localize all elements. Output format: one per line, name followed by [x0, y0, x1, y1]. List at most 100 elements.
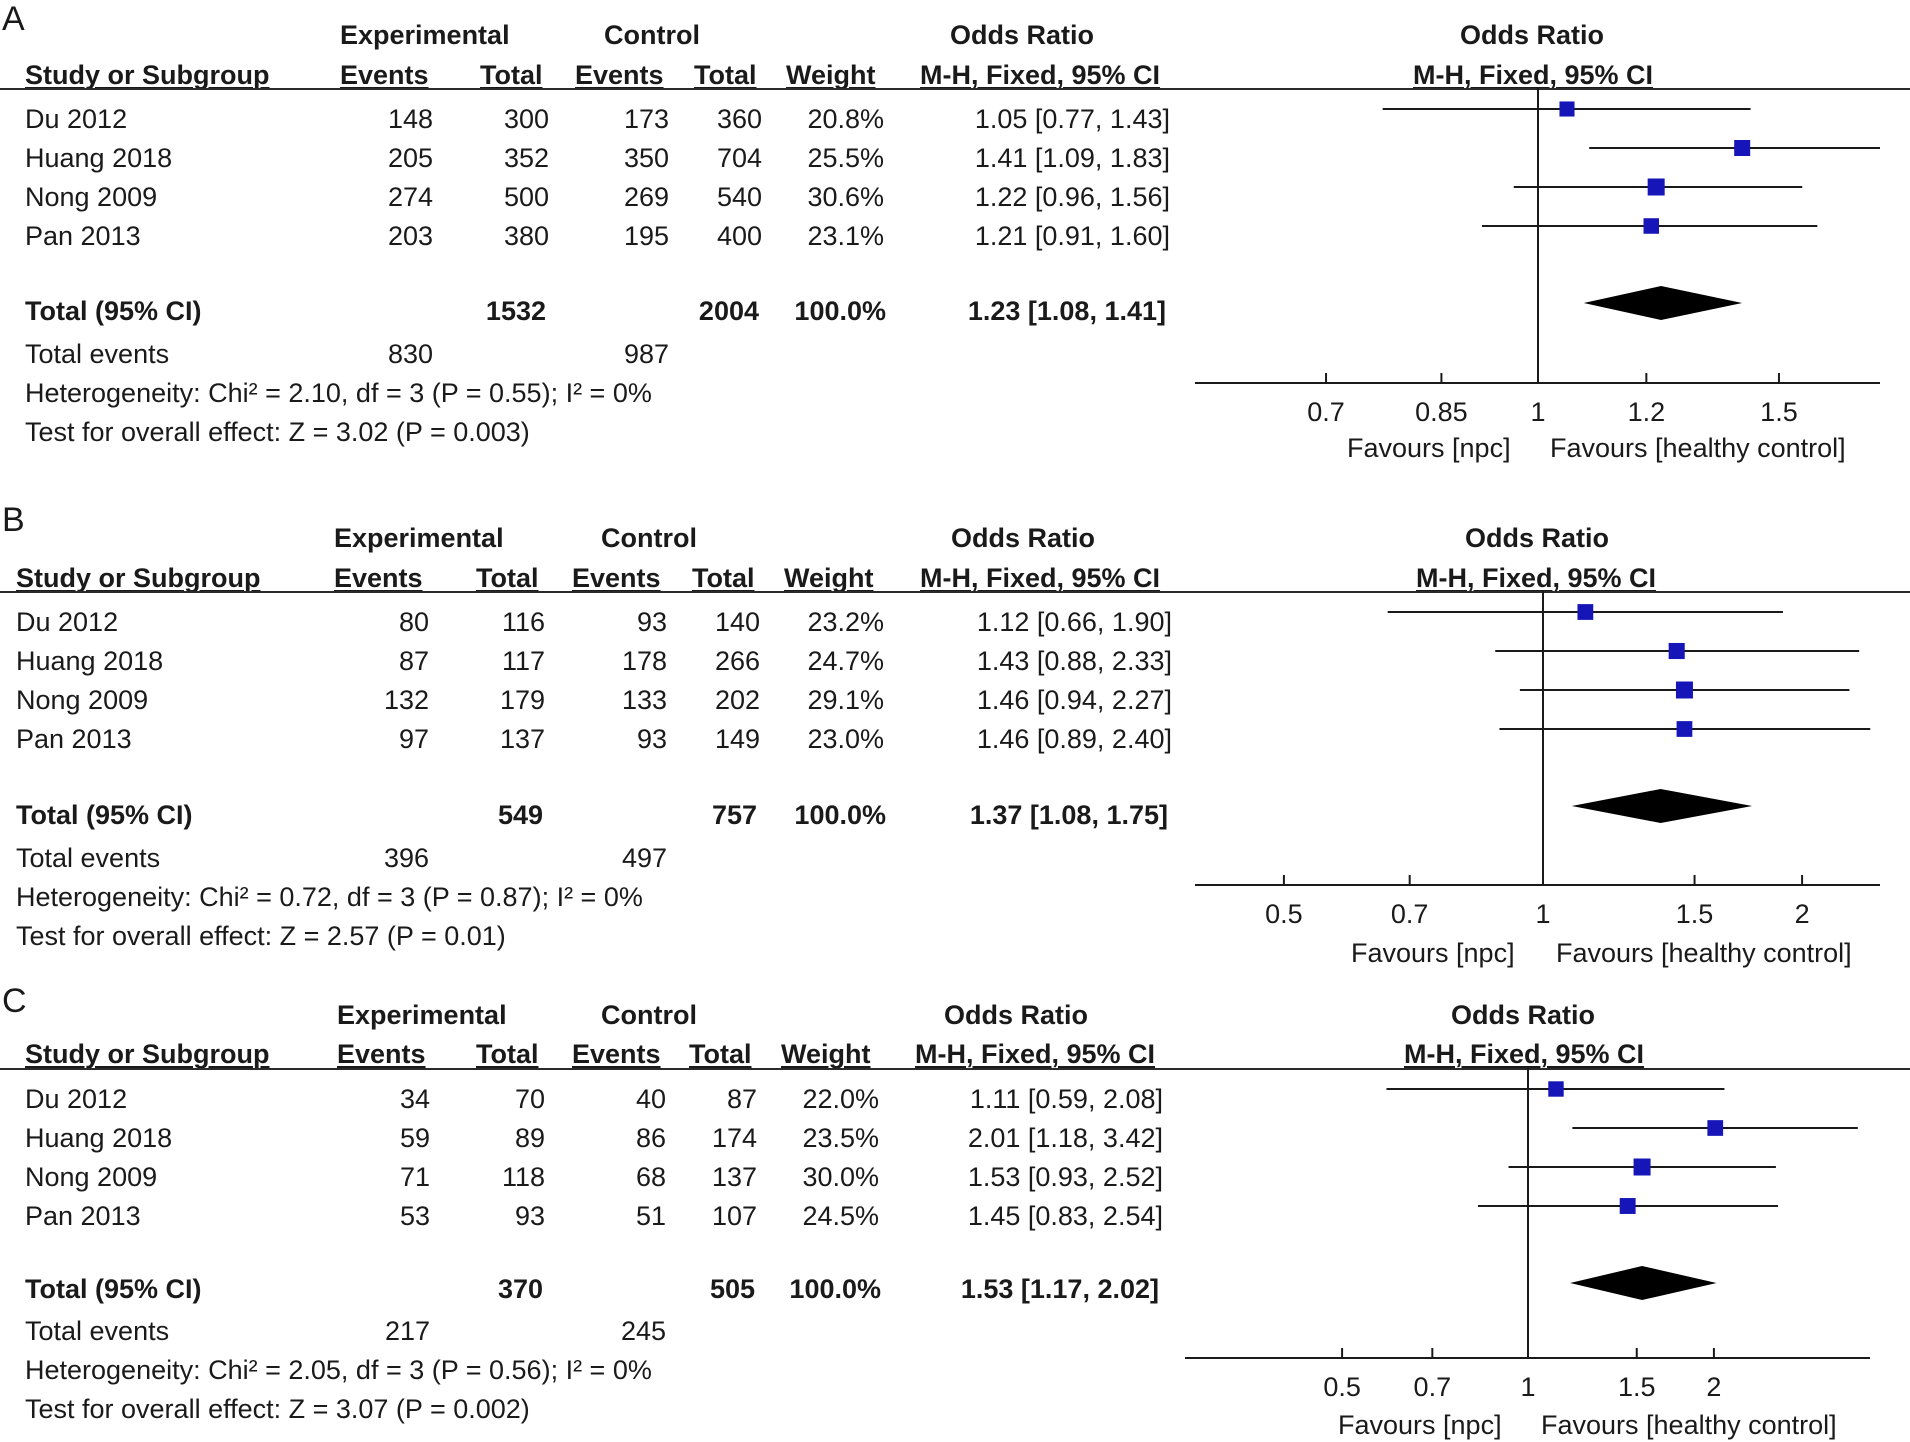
study-name: Huang 2018 — [25, 1123, 173, 1153]
ctl-total: 360 — [716, 104, 762, 134]
heterogeneity: Heterogeneity: Chi² = 0.72, df = 3 (P = … — [16, 882, 643, 912]
point-estimate-marker — [1676, 721, 1693, 737]
header-odds-ratio-plot: Odds Ratio — [1460, 20, 1605, 50]
exp-total: 118 — [501, 1162, 545, 1192]
exp-total: 117 — [501, 646, 545, 676]
x-tick-label: 0.7 — [1307, 397, 1345, 427]
header-odds-ratio-plot: Odds Ratio — [1451, 1000, 1596, 1030]
exp-events: 80 — [398, 607, 429, 637]
weight: 30.0% — [802, 1162, 879, 1192]
study-name: Huang 2018 — [16, 646, 164, 676]
total-events-label: Total events — [16, 843, 161, 873]
exp-events: 205 — [387, 143, 433, 173]
exp-total: 500 — [503, 182, 549, 212]
pooled-diamond — [1571, 789, 1753, 823]
heterogeneity: Heterogeneity: Chi² = 2.10, df = 3 (P = … — [25, 378, 652, 408]
header-rule — [0, 88, 1910, 90]
exp-total: 549 — [497, 800, 543, 830]
ci-text: 1.43 [0.88, 2.33] — [976, 646, 1172, 676]
header-exp-total: Total — [476, 563, 539, 593]
header-ctl-events: Events — [572, 1039, 661, 1069]
exp-total: 370 — [497, 1274, 543, 1304]
total-events-ctl: 497 — [621, 843, 667, 873]
exp-events: 34 — [399, 1084, 430, 1114]
ctl-events: 40 — [635, 1084, 666, 1114]
study-name: Du 2012 — [25, 104, 128, 134]
ci-text: 1.23 [1.08, 1.41] — [967, 296, 1166, 326]
total-events-label: Total events — [25, 1316, 170, 1346]
weight: 24.5% — [802, 1201, 879, 1231]
exp-total: 93 — [514, 1201, 545, 1231]
header-rule — [0, 1068, 1910, 1070]
x-tick-label: 2 — [1795, 899, 1810, 929]
header-control: Control — [604, 20, 700, 50]
exp-events: 53 — [399, 1201, 430, 1231]
x-tick-label: 1.2 — [1628, 397, 1666, 427]
header-study: Study or Subgroup — [25, 1039, 270, 1069]
header-weight: Weight — [784, 563, 874, 593]
total-label: Total (95% CI) — [16, 800, 193, 830]
weight: 23.0% — [807, 724, 884, 754]
x-tick-label: 1.5 — [1618, 1372, 1656, 1402]
header-study: Study or Subgroup — [25, 60, 270, 90]
ctl-total: 174 — [711, 1123, 757, 1153]
ctl-total: 266 — [714, 646, 760, 676]
point-estimate-marker — [1647, 178, 1665, 196]
overall-effect: Test for overall effect: Z = 3.02 (P = 0… — [25, 417, 530, 447]
favours-left: Favours [npc] — [1351, 938, 1515, 968]
exp-total: 300 — [503, 104, 549, 134]
weight: 29.1% — [807, 685, 884, 715]
point-estimate-marker — [1668, 642, 1685, 660]
exp-total: 116 — [501, 607, 545, 637]
x-tick-label: 1.5 — [1760, 397, 1798, 427]
exp-total: 70 — [514, 1084, 545, 1114]
ci-text: 1.12 [0.66, 1.90] — [976, 607, 1172, 637]
ci-text: 2.01 [1.18, 3.42] — [967, 1123, 1163, 1153]
exp-events: 203 — [387, 221, 433, 251]
exp-total: 137 — [499, 724, 545, 754]
x-tick-label: 0.5 — [1323, 1372, 1361, 1402]
header-odds-ratio: Odds Ratio — [951, 523, 1096, 553]
header-exp-events: Events — [334, 563, 423, 593]
ctl-total: 140 — [714, 607, 760, 637]
x-tick-label: 1.5 — [1676, 899, 1714, 929]
ctl-total: 107 — [711, 1201, 757, 1231]
ci-text: 1.05 [0.77, 1.43] — [974, 104, 1170, 134]
point-estimate-marker — [1707, 1120, 1724, 1136]
ctl-total: 149 — [714, 724, 760, 754]
study-name: Nong 2009 — [25, 1162, 158, 1192]
ci-text: 1.46 [0.89, 2.40] — [976, 724, 1172, 754]
exp-events: 71 — [399, 1162, 430, 1192]
total-events-ctl: 245 — [620, 1316, 666, 1346]
study-name: Nong 2009 — [16, 685, 149, 715]
ctl-events: 133 — [621, 685, 667, 715]
ctl-events: 269 — [623, 182, 669, 212]
favours-right: Favours [healthy control] — [1550, 433, 1846, 463]
weight: 20.8% — [807, 104, 884, 134]
panel-label: A — [2, 0, 25, 38]
header-ctl-total: Total — [689, 1039, 752, 1069]
favours-left: Favours [npc] — [1338, 1410, 1502, 1440]
point-estimate-marker — [1548, 1081, 1564, 1097]
total-events-exp: 830 — [387, 339, 433, 369]
point-estimate-marker — [1577, 604, 1594, 620]
favours-right: Favours [healthy control] — [1541, 1410, 1837, 1440]
header-experimental: Experimental — [334, 523, 504, 553]
weight: 23.5% — [802, 1123, 879, 1153]
point-estimate-marker — [1734, 140, 1751, 156]
header-weight: Weight — [786, 60, 876, 90]
pooled-diamond — [1583, 286, 1743, 320]
weight: 100.0% — [794, 296, 886, 326]
total-label: Total (95% CI) — [25, 1274, 202, 1304]
header-ctl-total: Total — [694, 60, 757, 90]
exp-total: 352 — [503, 143, 549, 173]
header-study: Study or Subgroup — [16, 563, 261, 593]
header-experimental: Experimental — [337, 1000, 507, 1030]
total-events-ctl: 987 — [623, 339, 669, 369]
ci-text: 1.22 [0.96, 1.56] — [974, 182, 1170, 212]
header-odds-ratio: Odds Ratio — [944, 1000, 1089, 1030]
ci-text: 1.21 [0.91, 1.60] — [974, 221, 1170, 251]
study-name: Nong 2009 — [25, 182, 158, 212]
header-ctl-events: Events — [575, 60, 664, 90]
